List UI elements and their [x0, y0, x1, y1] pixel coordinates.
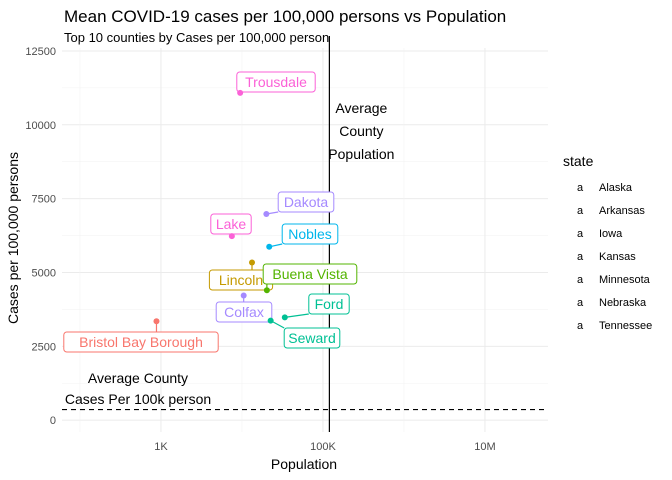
legend-label: Iowa: [599, 228, 623, 240]
data-point: [281, 314, 288, 321]
point-label: Bristol Bay Borough: [79, 334, 203, 350]
point-label: Ford: [315, 296, 344, 312]
x-tick-label: 100K: [310, 441, 336, 453]
y-tick-label: 12500: [25, 46, 56, 58]
data-point: [263, 211, 270, 218]
point-label-box: [308, 293, 350, 315]
point-label: Buena Vista: [272, 266, 347, 282]
data-point: [266, 243, 273, 250]
y-axis-title: Cases per 100,000 persons: [5, 152, 21, 324]
point-label-box: [262, 263, 358, 285]
y-tick-label: 0: [50, 415, 56, 427]
legend-label: Tennessee: [599, 320, 652, 332]
legend-label: Arkansas: [599, 205, 645, 217]
legend-label: Kansas: [599, 251, 636, 263]
point-label: Colfax: [224, 304, 264, 320]
point-group: Nobles: [266, 223, 339, 250]
chart-subtitle: Top 10 counties by Cases per 100,000 per…: [64, 30, 329, 45]
y-tick-label: 10000: [25, 120, 56, 132]
data-point: [153, 318, 160, 325]
legend-label: Nebraska: [599, 297, 647, 309]
average-population-label: Average: [335, 100, 387, 116]
y-tick-label: 5000: [32, 267, 56, 279]
average-population-label: Population: [328, 146, 394, 162]
average-cases-label: Cases Per 100k person: [65, 391, 211, 407]
point-group: Trousdale: [236, 71, 316, 96]
legend-key: a: [577, 251, 584, 263]
average-population-label: County: [339, 123, 383, 139]
point-group: Colfax: [215, 292, 273, 323]
point-label: Dakota: [284, 194, 329, 210]
data-point: [228, 233, 235, 240]
point-group: Buena Vista: [262, 263, 358, 294]
data-points: Trousdale Dakota Lake Nobles Lincoln Buena Vi…: [63, 71, 358, 353]
x-axis-title: Population: [271, 456, 337, 472]
point-group: Lake: [210, 213, 252, 240]
chart-title: Mean COVID-19 cases per 100,000 persons …: [64, 7, 506, 26]
legend-key: a: [577, 205, 584, 217]
point-group: Seward: [267, 317, 341, 349]
data-point: [263, 287, 270, 294]
point-label-box: [63, 331, 219, 353]
x-tick-label: 1K: [154, 441, 168, 453]
point-label-box: [236, 71, 316, 93]
legend-key: a: [577, 320, 584, 332]
legend-label: Minnesota: [599, 274, 651, 286]
legend-label: Alaska: [599, 182, 633, 194]
data-point: [240, 292, 247, 299]
point-label: Seward: [288, 330, 335, 346]
label-leader: [284, 313, 309, 318]
y-tick-label: 7500: [32, 194, 56, 206]
y-axis-ticks: 0 2500 5000 7500 10000 12500: [25, 46, 56, 427]
point-group: Ford: [281, 293, 350, 321]
point-group: Dakota: [263, 191, 335, 218]
point-label-box: [277, 191, 335, 213]
point-label-box: [215, 301, 273, 323]
legend-key: a: [577, 297, 584, 309]
data-point: [237, 89, 244, 96]
point-label-box: [281, 223, 339, 245]
legend-key: a: [577, 274, 584, 286]
y-tick-label: 2500: [32, 341, 56, 353]
data-point: [267, 317, 274, 324]
legend-key: a: [577, 182, 584, 194]
x-axis-ticks: 1K 100K 10M: [154, 441, 495, 453]
point-label: Lincoln: [219, 272, 263, 288]
average-cases-label: Average County: [88, 370, 188, 386]
point-label-box: [283, 327, 341, 349]
legend: state a Alaska a Arkansas a Iowa a Kansas a Minne…: [563, 153, 652, 332]
point-label: Nobles: [288, 226, 332, 242]
data-point: [249, 259, 256, 266]
legend-key: a: [577, 228, 584, 240]
point-group: Lincoln: [208, 259, 274, 291]
point-label: Trousdale: [245, 74, 307, 90]
x-tick-label: 10M: [474, 441, 495, 453]
legend-title: state: [563, 153, 594, 169]
point-group: Bristol Bay Borough: [63, 318, 219, 353]
point-label: Lake: [216, 216, 247, 232]
